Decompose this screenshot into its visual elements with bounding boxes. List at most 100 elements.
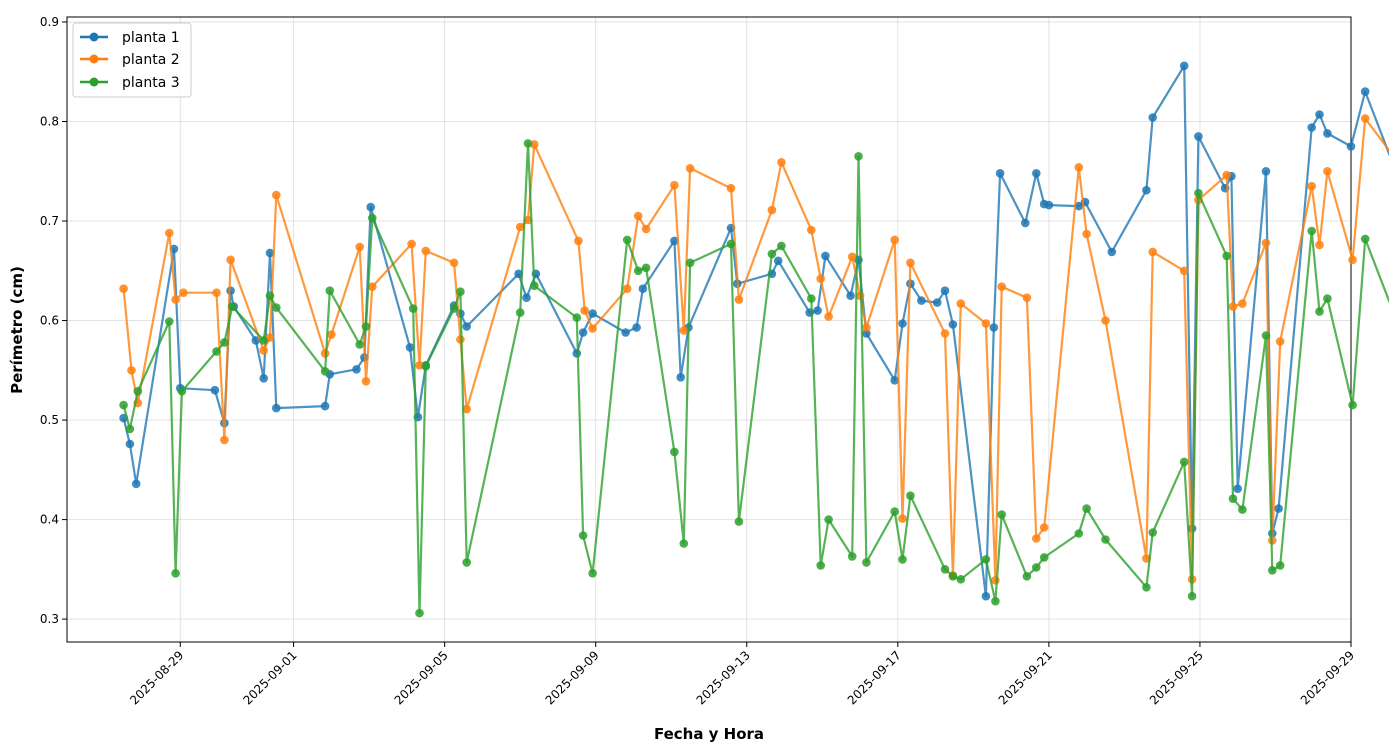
data-point — [1228, 494, 1238, 504]
data-point — [1268, 566, 1277, 575]
data-point — [320, 367, 330, 376]
data-point — [1323, 167, 1332, 176]
data-point — [1222, 251, 1231, 261]
data-point — [726, 239, 736, 249]
data-point — [462, 558, 472, 567]
data-point — [1179, 61, 1189, 71]
data-point — [588, 309, 597, 318]
data-point — [327, 330, 336, 339]
data-point — [633, 211, 643, 221]
x-axis-ticks: 2025-08-29 2025-09-01 2025-09-05 2025-09-09… — [127, 642, 1357, 707]
data-point — [361, 377, 371, 386]
data-point — [259, 346, 269, 355]
data-point — [320, 401, 330, 411]
data-point — [405, 343, 415, 352]
legend-label: planta 3 — [122, 75, 180, 91]
data-point — [588, 324, 597, 333]
data-point — [807, 225, 816, 235]
data-point — [670, 447, 679, 457]
y-tick-label: 0.8 — [40, 114, 59, 128]
data-point — [1360, 114, 1370, 123]
data-point — [638, 284, 648, 294]
data-point — [449, 304, 459, 313]
data-point — [212, 288, 221, 298]
data-point — [1323, 294, 1332, 303]
data-point — [1233, 484, 1242, 494]
data-point — [956, 299, 966, 308]
data-point — [685, 164, 695, 173]
data-point — [1315, 307, 1324, 316]
x-tick-label: 2025-09-01 — [240, 648, 299, 707]
data-point — [956, 575, 966, 584]
data-point — [415, 608, 424, 618]
data-point — [633, 266, 643, 276]
legend-swatch-marker — [89, 54, 99, 64]
data-point — [734, 517, 744, 526]
data-point — [622, 235, 632, 245]
data-point — [995, 169, 1005, 178]
data-point — [777, 158, 786, 167]
data-point — [265, 291, 275, 301]
data-point — [1074, 529, 1084, 538]
data-point — [940, 565, 950, 574]
data-point — [1222, 170, 1231, 180]
data-point — [1179, 266, 1189, 276]
data-point — [1275, 337, 1285, 346]
y-tick-label: 0.4 — [40, 513, 59, 527]
data-point — [1142, 583, 1151, 592]
data-point — [449, 258, 459, 268]
data-point — [1307, 226, 1316, 236]
data-point — [415, 361, 424, 370]
data-point — [272, 303, 281, 312]
data-point — [119, 400, 128, 410]
data-point — [265, 248, 275, 258]
data-point — [1148, 113, 1157, 122]
data-point — [807, 294, 816, 303]
data-point — [588, 569, 597, 578]
data-point — [773, 256, 783, 266]
data-point — [1032, 534, 1041, 543]
y-tick-label: 0.7 — [40, 214, 59, 228]
data-point — [847, 552, 857, 561]
grid — [67, 17, 1352, 642]
data-point — [906, 491, 915, 501]
data-point — [862, 329, 871, 338]
data-point — [131, 479, 141, 489]
data-point — [368, 213, 377, 223]
data-point — [580, 306, 589, 315]
data-point — [685, 258, 695, 268]
data-point — [890, 507, 899, 516]
data-point — [462, 404, 472, 414]
x-tick-label: 2025-09-29 — [1298, 648, 1357, 707]
data-point — [523, 139, 533, 148]
data-point — [251, 336, 261, 345]
data-point — [1039, 523, 1049, 532]
data-point — [989, 323, 999, 332]
x-tick-label: 2025-08-29 — [127, 648, 186, 707]
data-point — [1148, 528, 1157, 537]
x-tick-label: 2025-09-25 — [1147, 648, 1206, 707]
data-point — [1228, 302, 1238, 311]
data-point — [1074, 163, 1084, 172]
data-point — [1307, 181, 1316, 191]
data-point — [456, 287, 465, 297]
y-axis-ticks: 0.3 0.4 0.5 0.6 0.7 0.8 0.9 — [40, 15, 67, 626]
data-point — [767, 249, 777, 259]
data-point — [177, 386, 187, 396]
data-point — [1194, 132, 1203, 141]
data-point — [119, 284, 128, 294]
data-point — [1261, 238, 1271, 248]
y-tick-label: 0.5 — [40, 413, 59, 427]
data-point — [777, 241, 786, 251]
data-point — [1022, 293, 1032, 303]
data-point — [1348, 400, 1357, 410]
data-point — [824, 515, 833, 524]
data-point — [1032, 169, 1041, 178]
data-point — [1101, 535, 1110, 544]
data-point — [352, 365, 361, 374]
data-point — [821, 251, 830, 261]
data-point — [854, 152, 863, 161]
data-point — [574, 236, 583, 246]
data-point — [212, 347, 221, 356]
y-tick-label: 0.3 — [40, 612, 59, 626]
